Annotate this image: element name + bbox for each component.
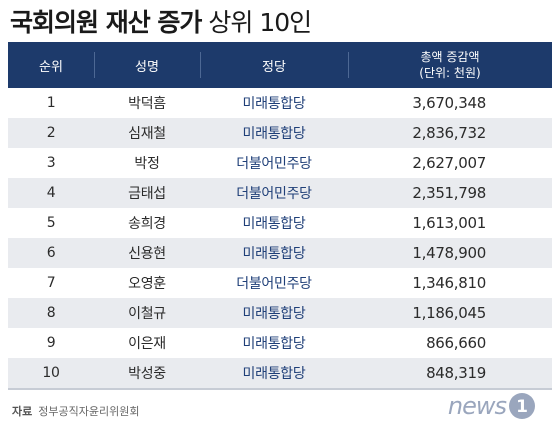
table-row: 9 이은재 미래통합당 866,660 <box>8 328 552 358</box>
party-cell: 미래통합당 <box>200 328 348 358</box>
party-cell: 미래통합당 <box>200 358 348 390</box>
table-row: 2 심재철 미래통합당 2,836,732 <box>8 118 552 148</box>
rank-cell: 7 <box>8 268 94 298</box>
logo-word: news <box>447 392 507 420</box>
amount-cell: 2,351,798 <box>348 178 552 208</box>
source-label: 자료 <box>12 405 33 418</box>
party-cell: 미래통합당 <box>200 88 348 118</box>
asset-increase-table: 순위 성명 정당 총액 증감액 (단위: 천원) 1 박덕흠 미래통합당 3,670,… <box>8 42 552 390</box>
party-cell: 더불어민주당 <box>200 268 348 298</box>
name-cell: 신용현 <box>94 238 200 268</box>
table-header: 순위 성명 정당 총액 증감액 (단위: 천원) <box>8 42 552 88</box>
rank-cell: 5 <box>8 208 94 238</box>
news1-badge-icon: 1 <box>509 393 535 419</box>
rank-cell: 2 <box>8 118 94 148</box>
table-row: 4 금태섭 더불어민주당 2,351,798 <box>8 178 552 208</box>
header-party: 정당 <box>200 42 348 88</box>
rank-cell: 1 <box>8 88 94 118</box>
header-amount-line1: 총액 증감액 <box>420 50 480 64</box>
rank-cell: 10 <box>8 358 94 390</box>
table-row: 10 박성중 미래통합당 848,319 <box>8 358 552 390</box>
amount-cell: 1,613,001 <box>348 208 552 238</box>
party-cell: 미래통합당 <box>200 238 348 268</box>
party-cell: 더불어민주당 <box>200 148 348 178</box>
name-cell: 심재철 <box>94 118 200 148</box>
rank-cell: 4 <box>8 178 94 208</box>
table-row: 5 송희경 미래통합당 1,613,001 <box>8 208 552 238</box>
name-cell: 송희경 <box>94 208 200 238</box>
name-cell: 박정 <box>94 148 200 178</box>
table-row: 1 박덕흠 미래통합당 3,670,348 <box>8 88 552 118</box>
name-cell: 오영훈 <box>94 268 200 298</box>
party-cell: 더불어민주당 <box>200 178 348 208</box>
rank-cell: 6 <box>8 238 94 268</box>
rank-cell: 3 <box>8 148 94 178</box>
table-body: 1 박덕흠 미래통합당 3,670,348 2 심재철 미래통합당 2,836,732 3 박정 더… <box>8 88 552 390</box>
header-rank: 순위 <box>8 42 94 88</box>
rank-cell: 8 <box>8 298 94 328</box>
header-amount: 총액 증감액 (단위: 천원) <box>348 42 552 88</box>
table-row: 7 오영훈 더불어민주당 1,346,810 <box>8 268 552 298</box>
amount-cell: 848,319 <box>348 358 552 390</box>
title-main: 국회의원 재산 증가 <box>10 8 202 37</box>
amount-cell: 1,478,900 <box>348 238 552 268</box>
name-cell: 이철규 <box>94 298 200 328</box>
amount-cell: 866,660 <box>348 328 552 358</box>
page-title: 국회의원 재산 증가 상위 10인 <box>10 4 312 42</box>
amount-cell: 3,670,348 <box>348 88 552 118</box>
amount-cell: 1,346,810 <box>348 268 552 298</box>
source-text: 정부공직자윤리위원회 <box>38 405 140 418</box>
table-row: 6 신용현 미래통합당 1,478,900 <box>8 238 552 268</box>
news1-logo: news 1 <box>448 392 536 420</box>
name-cell: 이은재 <box>94 328 200 358</box>
name-cell: 금태섭 <box>94 178 200 208</box>
header-name: 성명 <box>94 42 200 88</box>
header-amount-line2: (단위: 천원) <box>419 66 481 80</box>
title-sub: 상위 10인 <box>201 8 312 37</box>
logo-digit: 1 <box>516 397 528 417</box>
table-row: 3 박정 더불어민주당 2,627,007 <box>8 148 552 178</box>
amount-cell: 2,627,007 <box>348 148 552 178</box>
name-cell: 박성중 <box>94 358 200 390</box>
party-cell: 미래통합당 <box>200 298 348 328</box>
party-cell: 미래통합당 <box>200 208 348 238</box>
amount-cell: 2,836,732 <box>348 118 552 148</box>
source-note: 자료 정부공직자윤리위원회 <box>12 403 139 419</box>
amount-cell: 1,186,045 <box>348 298 552 328</box>
table-row: 8 이철규 미래통합당 1,186,045 <box>8 298 552 328</box>
party-cell: 미래통합당 <box>200 118 348 148</box>
name-cell: 박덕흠 <box>94 88 200 118</box>
rank-cell: 9 <box>8 328 94 358</box>
